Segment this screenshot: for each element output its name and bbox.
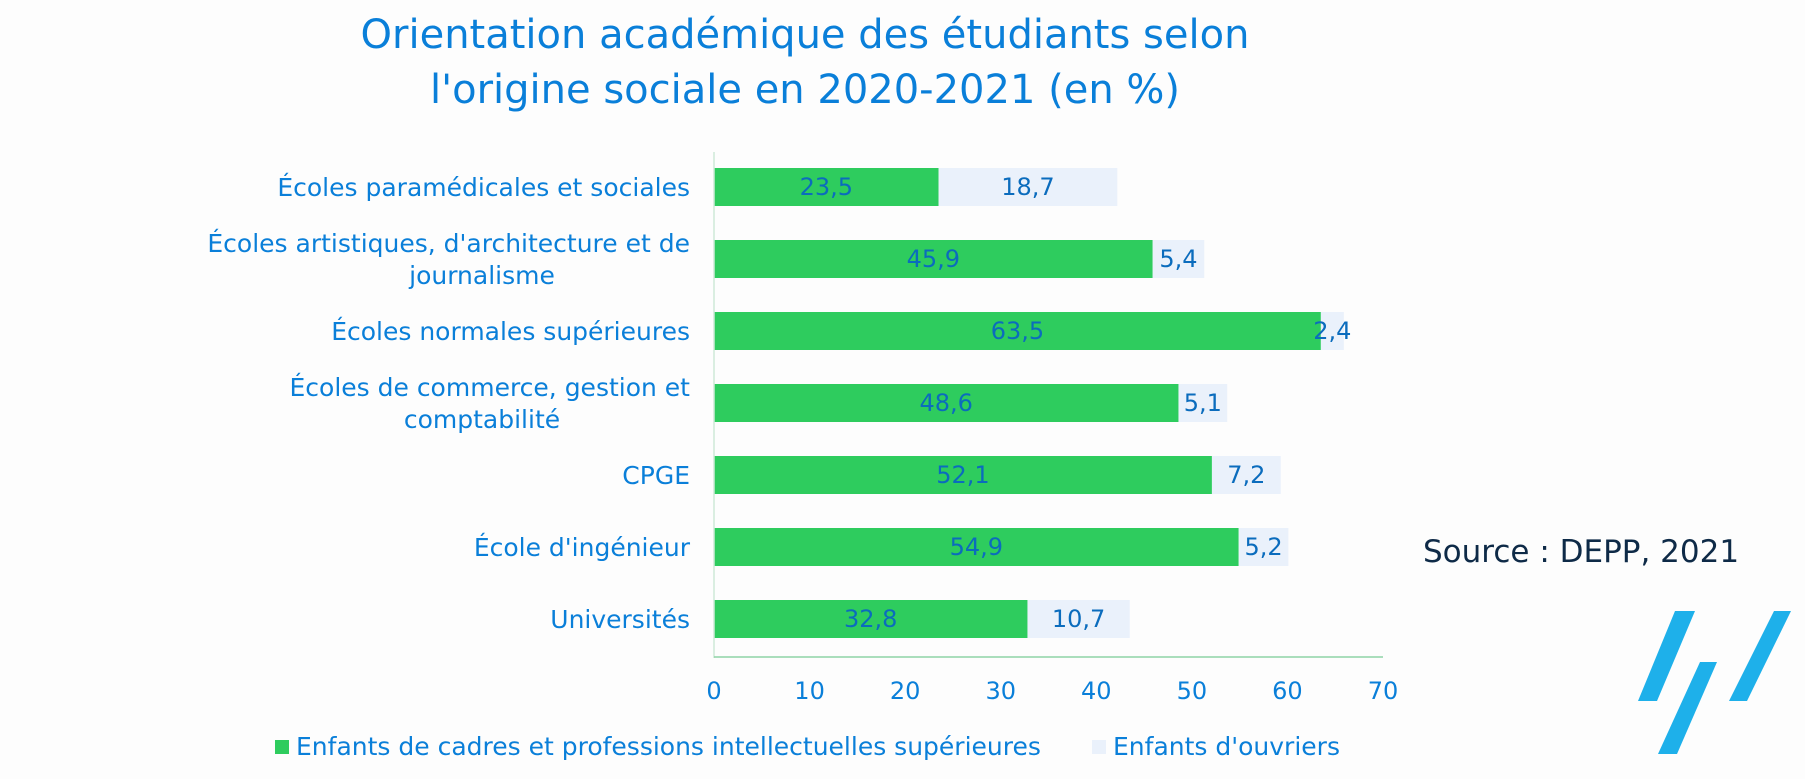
bar-data-label: 10,7 [1052, 605, 1105, 633]
bar-data-label: 45,9 [907, 245, 960, 273]
category-labels: Écoles paramédicales et sociales Écoles a… [207, 173, 690, 634]
bar-ouvriers-6 [1238, 528, 1289, 566]
legend: Enfants de cadres et professions intelle… [275, 732, 1340, 761]
bar-cadres-6 [714, 528, 1239, 566]
bar-data-label: 18,7 [1001, 173, 1054, 201]
x-tick-label: 20 [890, 677, 921, 705]
bar-cadres-5 [714, 456, 1212, 494]
diagonal-stripes-logo-icon [1638, 611, 1791, 754]
bar-data-label: 5,4 [1159, 245, 1197, 273]
bar-cadres-3 [714, 312, 1321, 350]
category-label: Écoles paramédicales et sociales [277, 173, 690, 202]
bar-ouvriers-7 [1027, 600, 1130, 638]
legend-label-1: Enfants de cadres et professions intelle… [296, 732, 1041, 761]
legend-swatch-2 [1092, 740, 1106, 754]
bar-data-label: 52,1 [936, 461, 989, 489]
bars: 23,5 18,7 45,9 5,4 63,5 2,4 48,6 5,1 52,1 7,2 54,9… [714, 168, 1351, 638]
chart-title: Orientation académique des étudiants sel… [361, 12, 1250, 113]
bar-ouvriers-3 [1320, 312, 1344, 350]
chart-title-line-1: Orientation académique des étudiants sel… [361, 12, 1250, 58]
x-tick-label: 60 [1272, 677, 1303, 705]
bar-data-label: 63,5 [991, 317, 1044, 345]
x-tick-label: 30 [985, 677, 1016, 705]
x-tick-label: 0 [706, 677, 721, 705]
source-text: Source : DEPP, 2021 [1423, 534, 1739, 570]
legend-swatch-1 [275, 740, 289, 754]
category-label: CPGE [622, 461, 690, 490]
bar-data-label: 23,5 [800, 173, 853, 201]
bar-ouvriers-5 [1211, 456, 1281, 494]
bar-data-label: 48,6 [920, 389, 973, 417]
bar-cadres-7 [714, 600, 1028, 638]
x-tick-label: 40 [1081, 677, 1112, 705]
bar-cadres-2 [714, 240, 1153, 278]
category-label: École d'ingénieur [474, 533, 691, 562]
chart-title-line-2: l'origine sociale en 2020-2021 (en %) [430, 67, 1180, 113]
category-label: Universités [550, 605, 690, 634]
category-label: comptabilité [404, 405, 560, 434]
bar-ouvriers-4 [1178, 384, 1228, 422]
category-label: journalisme [408, 261, 555, 290]
bar-data-label: 54,9 [950, 533, 1003, 561]
bar-data-label: 5,1 [1184, 389, 1222, 417]
bar-ouvriers-1 [938, 168, 1118, 206]
bar-data-label: 7,2 [1227, 461, 1265, 489]
x-axis: 0 10 20 30 40 50 60 70 [706, 152, 1398, 705]
bar-data-label: 32,8 [844, 605, 897, 633]
bar-data-label: 5,2 [1244, 533, 1282, 561]
category-label: Écoles artistiques, d'architecture et de [207, 229, 690, 258]
x-tick-label: 70 [1368, 677, 1399, 705]
category-label: Écoles normales supérieures [331, 317, 690, 346]
x-tick-label: 50 [1177, 677, 1208, 705]
bar-ouvriers-2 [1152, 240, 1205, 278]
bar-cadres-1 [714, 168, 939, 206]
x-tick-label: 10 [794, 677, 825, 705]
category-label: Écoles de commerce, gestion et [289, 373, 690, 402]
bar-data-label: 2,4 [1313, 317, 1351, 345]
bar-cadres-4 [714, 384, 1179, 422]
legend-label-2: Enfants d'ouvriers [1113, 732, 1340, 761]
